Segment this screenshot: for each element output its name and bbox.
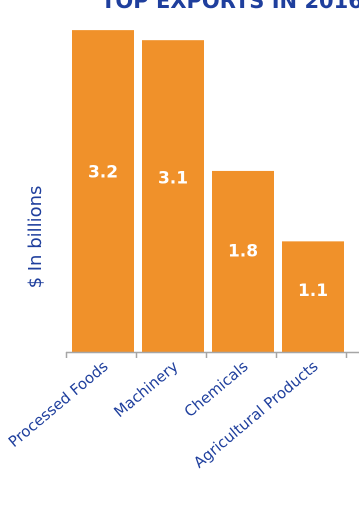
bars: 3.2 3.1 1.8 1.1: [72, 30, 344, 353]
bar-agricultural-products: [282, 241, 344, 352]
bar-processed-foods: [72, 30, 134, 353]
tick-label-machinery: Machinery: [110, 357, 181, 421]
value-label-chemicals: 1.8: [228, 242, 258, 262]
x-axis: [65, 351, 359, 358]
value-label-agricultural-products: 1.1: [298, 281, 328, 301]
y-axis-label: $ In billions: [25, 186, 46, 289]
tick-label-processed-foods: Processed Foods: [5, 357, 112, 451]
tick-label-agricultural-products: Agricultural Products: [190, 357, 322, 471]
chart-title: TOP EXPORTS IN 2016: [101, 0, 359, 13]
tick-label-chemicals: Chemicals: [181, 357, 252, 421]
value-label-machinery: 3.1: [158, 168, 188, 188]
value-label-processed-foods: 3.2: [88, 163, 118, 183]
bar-machinery: [142, 40, 204, 352]
bar-chemicals: [212, 170, 274, 352]
